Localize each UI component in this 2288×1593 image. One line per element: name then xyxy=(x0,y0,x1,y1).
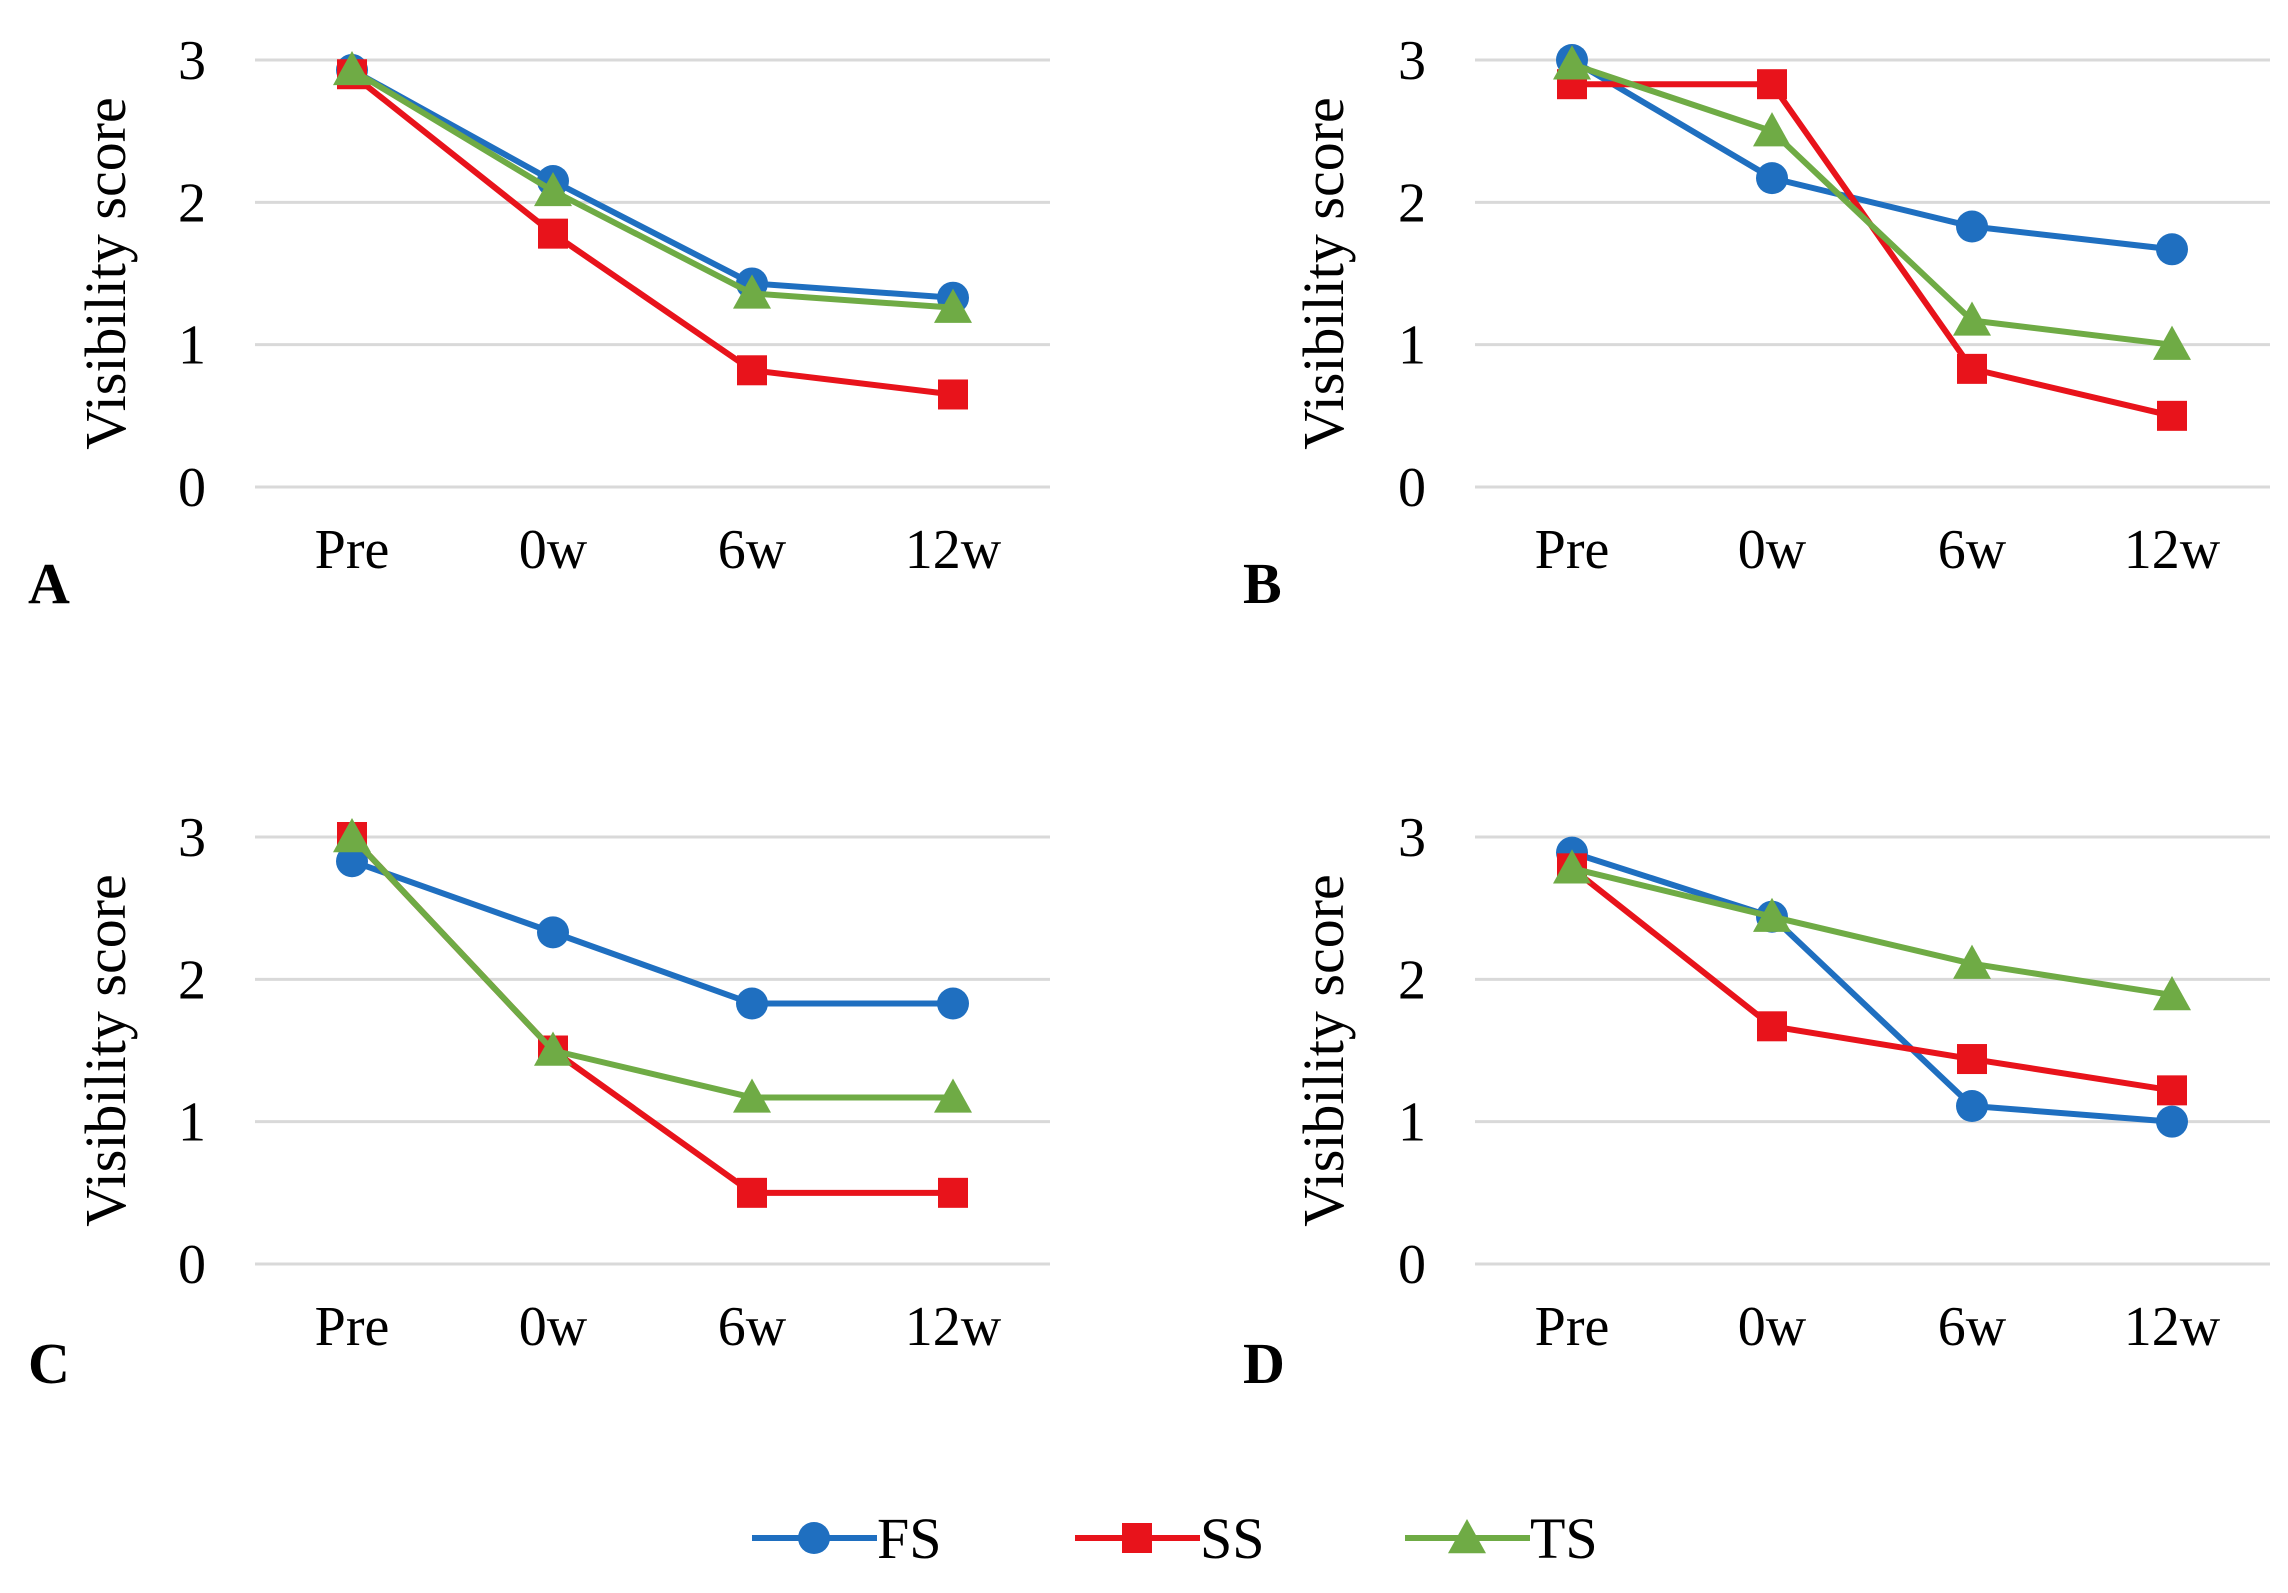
y-tick-label: 2 xyxy=(178,172,206,234)
y-tick-label: 1 xyxy=(178,1092,206,1154)
chart-panel-d: 0 1 2 3 Pre 0w 6w 12w Visibility score D xyxy=(1243,807,2270,1396)
data-point-ss xyxy=(1757,1011,1787,1041)
series-line-fs xyxy=(1572,60,2172,249)
legend-label: FS xyxy=(877,1506,942,1571)
y-tick-label: 0 xyxy=(1398,1234,1426,1296)
panel-label: A xyxy=(28,551,70,616)
x-tick-label: 6w xyxy=(1938,1296,2007,1358)
legend: FS SS TS xyxy=(752,1506,1598,1571)
y-axis-label: Visibility score xyxy=(1291,97,1356,450)
data-point-ss xyxy=(938,379,968,409)
x-tick-label: 12w xyxy=(2124,519,2221,581)
y-tick-label: 3 xyxy=(1398,807,1426,869)
data-point-fs xyxy=(937,988,969,1020)
panel-label: D xyxy=(1243,1331,1285,1396)
chart-panel-a: 0 1 2 3 Pre 0w 6w 12w Visibility score A xyxy=(28,30,1050,616)
panel-label: C xyxy=(28,1331,70,1396)
x-tick-label: 6w xyxy=(718,519,787,581)
x-tick-label: 0w xyxy=(519,519,588,581)
legend-marker xyxy=(1122,1523,1152,1553)
x-tick-label: 0w xyxy=(1738,1296,1807,1358)
x-tick-label: Pre xyxy=(1535,1296,1610,1358)
y-tick-label: 1 xyxy=(1398,315,1426,377)
y-tick-label: 2 xyxy=(1398,949,1426,1011)
y-tick-label: 0 xyxy=(1398,457,1426,519)
panel-label: B xyxy=(1243,551,1282,616)
chart-panel-c: 0 1 2 3 Pre 0w 6w 12w Visibility score C xyxy=(28,807,1050,1396)
data-point-fs xyxy=(1956,1090,1988,1122)
legend-item-fs: FS xyxy=(752,1506,942,1571)
x-tick-label: Pre xyxy=(315,1296,390,1358)
y-tick-label: 1 xyxy=(178,315,206,377)
data-point-fs xyxy=(2156,233,2188,265)
series-line-fs xyxy=(352,70,953,298)
y-tick-label: 3 xyxy=(178,807,206,869)
series-line-ts xyxy=(1572,868,2172,995)
chart-panel-b: 0 1 2 3 Pre 0w 6w 12w Visibility score B xyxy=(1243,30,2270,616)
data-point-fs xyxy=(2156,1106,2188,1138)
data-point-fs xyxy=(1956,211,1988,243)
y-tick-label: 1 xyxy=(1398,1092,1426,1154)
x-tick-label: Pre xyxy=(315,519,390,581)
data-point-ss xyxy=(737,355,767,385)
y-tick-label: 0 xyxy=(178,1234,206,1296)
y-tick-label: 3 xyxy=(1398,30,1426,92)
data-point-fs xyxy=(537,916,569,948)
data-point-ss xyxy=(2157,1075,2187,1105)
data-point-ss xyxy=(2157,401,2187,431)
legend-label: SS xyxy=(1200,1506,1265,1571)
legend-marker xyxy=(798,1522,830,1554)
data-point-ss xyxy=(938,1178,968,1208)
series-line-ss xyxy=(1572,84,2172,416)
data-point-fs xyxy=(736,988,768,1020)
figure: 0 1 2 3 Pre 0w 6w 12w Visibility score A 0 1 2 3 Pre 0w… xyxy=(0,0,2288,1593)
data-point-ss xyxy=(737,1178,767,1208)
legend-item-ts: TS xyxy=(1405,1506,1598,1571)
data-point-fs xyxy=(1756,162,1788,194)
legend-item-ss: SS xyxy=(1075,1506,1265,1571)
y-tick-label: 2 xyxy=(1398,172,1426,234)
data-point-ss xyxy=(1757,69,1787,99)
legend-label: TS xyxy=(1530,1506,1598,1571)
x-tick-label: 12w xyxy=(905,519,1002,581)
x-tick-label: 6w xyxy=(1938,519,2007,581)
y-tick-label: 0 xyxy=(178,457,206,519)
y-axis-label: Visibility score xyxy=(73,97,138,450)
x-tick-label: Pre xyxy=(1535,519,1610,581)
x-tick-label: 0w xyxy=(1738,519,1807,581)
y-tick-label: 2 xyxy=(178,949,206,1011)
x-tick-label: 6w xyxy=(718,1296,787,1358)
x-tick-label: 12w xyxy=(2124,1296,2221,1358)
y-axis-label: Visibility score xyxy=(73,874,138,1227)
y-axis-label: Visibility score xyxy=(1291,874,1356,1227)
series-line-ts xyxy=(352,70,953,308)
y-tick-label: 3 xyxy=(178,30,206,92)
data-point-ss xyxy=(1957,354,1987,384)
x-tick-label: 12w xyxy=(905,1296,1002,1358)
data-point-ss xyxy=(538,219,568,249)
data-point-ss xyxy=(1957,1044,1987,1074)
x-tick-label: 0w xyxy=(519,1296,588,1358)
